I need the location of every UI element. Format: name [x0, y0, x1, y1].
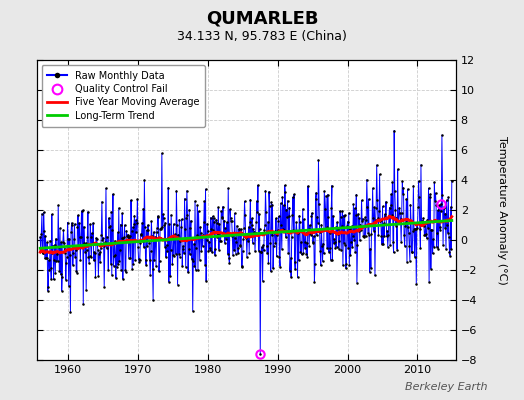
- Text: 34.133 N, 95.783 E (China): 34.133 N, 95.783 E (China): [177, 30, 347, 43]
- Text: QUMARLEB: QUMARLEB: [206, 10, 318, 28]
- Y-axis label: Temperature Anomaly (°C): Temperature Anomaly (°C): [497, 136, 507, 284]
- Text: Berkeley Earth: Berkeley Earth: [405, 382, 487, 392]
- Legend: Raw Monthly Data, Quality Control Fail, Five Year Moving Average, Long-Term Tren: Raw Monthly Data, Quality Control Fail, …: [41, 65, 205, 127]
